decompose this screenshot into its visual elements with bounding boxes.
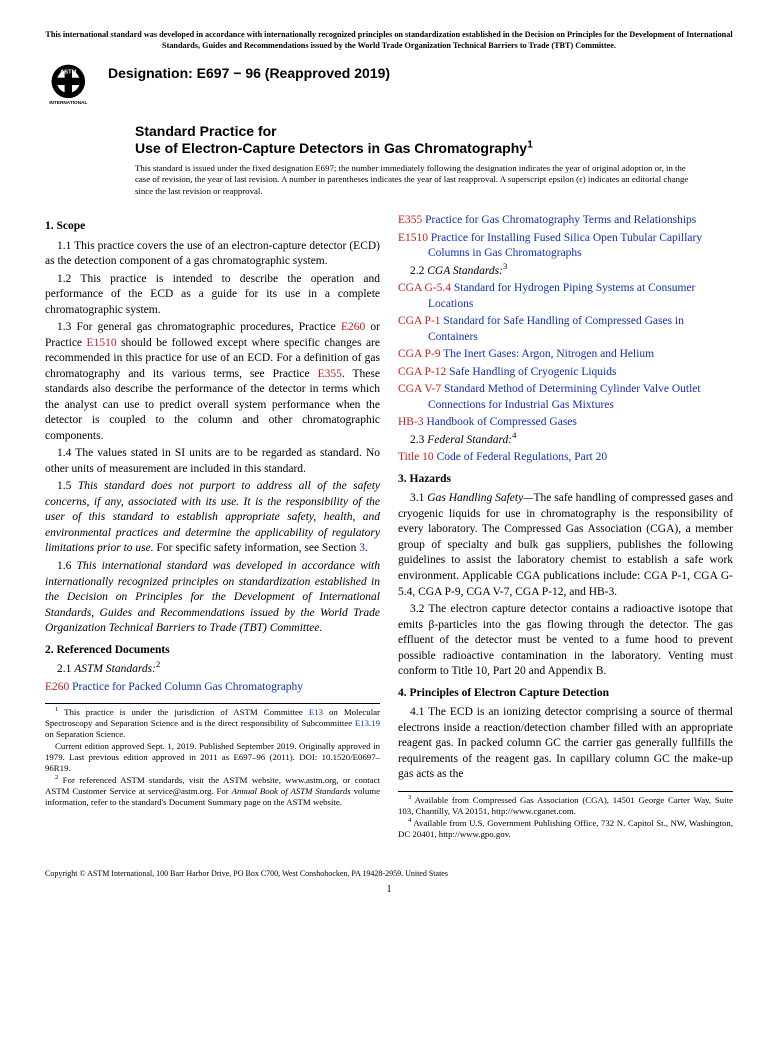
ref-code-e355[interactable]: E355	[398, 214, 422, 226]
page-number: 1	[45, 884, 733, 895]
ref-e1510[interactable]: E1510	[87, 337, 117, 349]
ref-line-cga-p9: CGA P-9 The Inert Gases: Argon, Nitrogen…	[398, 347, 733, 363]
ref-code-cga-v7[interactable]: CGA V-7	[398, 383, 441, 395]
fn-ref-e13[interactable]: E13	[309, 707, 323, 717]
ref-title-cga-p1[interactable]: Standard for Safe Handling of Compressed…	[428, 315, 684, 343]
section-1-heading: 1. Scope	[45, 219, 380, 235]
footnote-3: 3 Available from Compressed Gas Associat…	[398, 795, 733, 817]
section-3-heading: 3. Hazards	[398, 472, 733, 488]
ref-title-e355[interactable]: Practice for Gas Chromatography Terms an…	[422, 214, 696, 226]
para-1-2: 1.2 This practice is intended to describ…	[45, 272, 380, 319]
para-1-5: 1.5 This standard does not purport to ad…	[45, 479, 380, 557]
ref-line-title10: Title 10 Code of Federal Regulations, Pa…	[398, 450, 733, 466]
page-root: This international standard was develope…	[0, 0, 778, 915]
footnote-1b: Current edition approved Sept. 1, 2019. …	[45, 741, 380, 774]
footnotes-right: 3 Available from Compressed Gas Associat…	[398, 791, 733, 840]
para-1-4: 1.4 The values stated in SI units are to…	[45, 446, 380, 477]
ref-line-e260: E260 Practice for Packed Column Gas Chro…	[45, 680, 380, 696]
ref-title-title10[interactable]: Code of Federal Regulations, Part 20	[434, 451, 607, 463]
title-line1: Standard Practice for	[135, 123, 733, 140]
ref-code-title10[interactable]: Title 10	[398, 451, 434, 463]
svg-text:ASTM: ASTM	[60, 70, 77, 76]
title-line2: Use of Electron-Capture Detectors in Gas…	[135, 140, 733, 157]
para-3-2: 3.2 The electron capture detector contai…	[398, 602, 733, 680]
ref-line-cga-p12: CGA P-12 Safe Handling of Cryogenic Liqu…	[398, 365, 733, 381]
para-2-2: 2.2 CGA Standards:3	[398, 264, 733, 280]
ref-code-hb3[interactable]: HB-3	[398, 416, 424, 428]
para-1-1: 1.1 This practice covers the use of an e…	[45, 239, 380, 270]
header-row: ASTM INTERNATIONAL Designation: E697 − 9…	[45, 63, 733, 105]
ref-e355[interactable]: E355	[318, 368, 342, 380]
para-4-1: 4.1 The ECD is an ionizing detector comp…	[398, 705, 733, 783]
para-1-3: 1.3 For general gas chromatographic proc…	[45, 320, 380, 444]
para-3-1: 3.1 Gas Handling Safety—The safe handlin…	[398, 491, 733, 600]
ref-line-cga-p1: CGA P-1 Standard for Safe Handling of Co…	[398, 314, 733, 345]
ref-line-e355: E355 Practice for Gas Chromatography Ter…	[398, 213, 733, 229]
ref-code-cga-p12[interactable]: CGA P-12	[398, 366, 446, 378]
title-block: Standard Practice for Use of Electron-Ca…	[135, 123, 733, 157]
ref-code-cga-p9[interactable]: CGA P-9	[398, 348, 441, 360]
para-1-6: 1.6 This international standard was deve…	[45, 559, 380, 637]
designation: Designation: E697 − 96 (Reapproved 2019)	[108, 63, 390, 81]
ref-title-cga-v7[interactable]: Standard Method of Determining Cylinder …	[428, 383, 701, 411]
ref-line-cga-v7: CGA V-7 Standard Method of Determining C…	[398, 382, 733, 413]
ref-title-e1510[interactable]: Practice for Installing Fused Silica Ope…	[428, 232, 702, 260]
ref-title-hb3[interactable]: Handbook of Compressed Gases	[424, 416, 577, 428]
top-disclaimer: This international standard was develope…	[45, 30, 733, 51]
footnote-4: 4 Available from U.S. Government Publish…	[398, 818, 733, 840]
footnote-1: 1 This practice is under the jurisdictio…	[45, 707, 380, 740]
ref-line-hb3: HB-3 Handbook of Compressed Gases	[398, 415, 733, 431]
svg-text:INTERNATIONAL: INTERNATIONAL	[49, 100, 87, 105]
ref-line-e1510: E1510 Practice for Installing Fused Sili…	[398, 231, 733, 262]
footnotes-left: 1 This practice is under the jurisdictio…	[45, 703, 380, 808]
ref-code-cga-g54[interactable]: CGA G-5.4	[398, 282, 451, 294]
fn-ref-e1319[interactable]: E13.19	[355, 718, 380, 728]
para-2-1: 2.1 ASTM Standards:2	[45, 662, 380, 678]
ref-code-e1510[interactable]: E1510	[398, 232, 428, 244]
section-2-heading: 2. Referenced Documents	[45, 643, 380, 659]
ref-title-cga-p12[interactable]: Safe Handling of Cryogenic Liquids	[446, 366, 616, 378]
para-2-3: 2.3 Federal Standard:4	[398, 433, 733, 449]
ref-e260[interactable]: E260	[341, 321, 365, 333]
ref-title-cga-p9[interactable]: The Inert Gases: Argon, Nitrogen and Hel…	[441, 348, 655, 360]
ref-title-cga-g54[interactable]: Standard for Hydrogen Piping Systems at …	[428, 282, 695, 310]
ref-line-cga-g54: CGA G-5.4 Standard for Hydrogen Piping S…	[398, 281, 733, 312]
ref-code-cga-p1[interactable]: CGA P-1	[398, 315, 441, 327]
ref-title-e260[interactable]: Practice for Packed Column Gas Chromatog…	[69, 681, 303, 693]
issuance-note: This standard is issued under the fixed …	[135, 163, 703, 197]
body-columns: 1. Scope 1.1 This practice covers the us…	[45, 213, 733, 840]
copyright: Copyright © ASTM International, 100 Barr…	[45, 869, 733, 878]
astm-logo: ASTM INTERNATIONAL	[45, 63, 100, 105]
ref-code-e260[interactable]: E260	[45, 681, 69, 693]
section-4-heading: 4. Principles of Electron Capture Detect…	[398, 686, 733, 702]
footnote-2: 2 For referenced ASTM standards, visit t…	[45, 775, 380, 808]
